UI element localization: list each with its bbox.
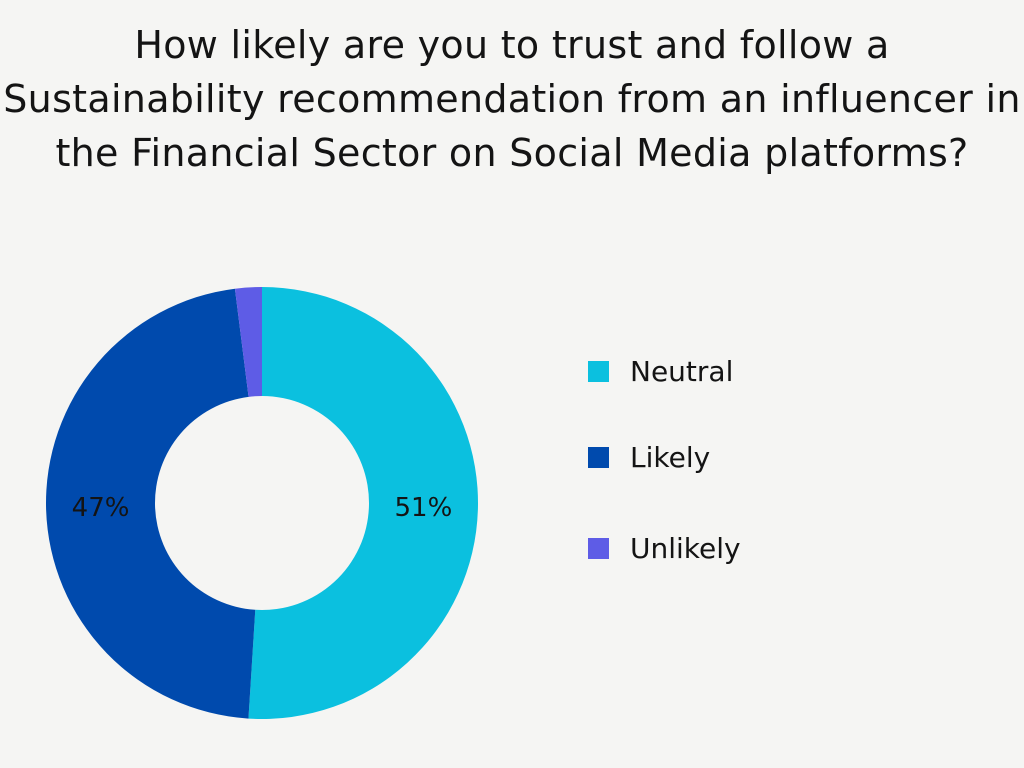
legend-swatch-unlikely [588,538,609,559]
slice-label-likely: 47% [72,493,130,523]
chart-title: How likely are you to trust and follow a… [3,23,1021,175]
slice-neutral [248,287,479,720]
legend-swatch-likely [588,447,609,468]
legend-label-neutral: Neutral [630,355,734,388]
legend-swatch-neutral [588,361,609,382]
legend-label-likely: Likely [630,441,711,474]
legend-label-unlikely: Unlikely [630,532,741,565]
slice-label-neutral: 51% [395,493,453,523]
slice-unlikely [234,287,262,397]
slice-labels: 51% 47% [72,493,453,523]
slice-likely [45,288,256,719]
donut-slices [45,287,479,720]
